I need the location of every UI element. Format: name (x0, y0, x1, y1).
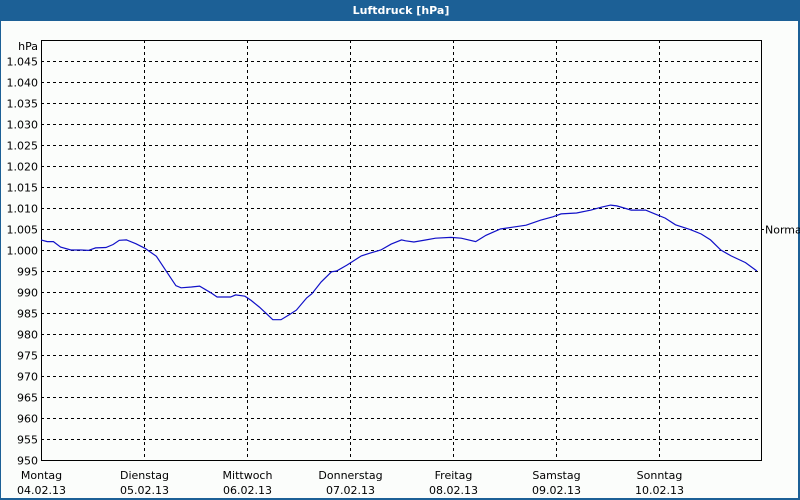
y-axis-unit: hPa (18, 40, 38, 53)
vertical-gridlines (144, 40, 660, 460)
x-tick-date: 08.02.13 (429, 484, 478, 497)
horizontal-gridlines (41, 61, 761, 440)
y-tick-label: 1.005 (7, 224, 39, 237)
y-tick-label: 995 (17, 266, 38, 279)
x-tick-day: Sonntag (637, 469, 683, 482)
x-tick-date: 05.02.13 (120, 484, 169, 497)
y-tick-label: 1.010 (7, 203, 39, 216)
y-tick-label: 980 (17, 329, 38, 342)
x-tick-date: 04.02.13 (17, 484, 66, 497)
x-axis-labels: Montag 04.02.13 Dienstag 05.02.13 Mittwoch 06… (17, 469, 684, 497)
y-tick-label: 1.040 (7, 77, 39, 90)
x-tick-day: Mittwoch (223, 469, 273, 482)
y-tick-label: 1.025 (7, 140, 39, 153)
y-tick-label: 1.035 (7, 98, 39, 111)
y-tick-label: 955 (17, 434, 38, 447)
chart-title: Luftdruck [hPa] (1, 0, 800, 21)
x-tick-day: Donnerstag (318, 469, 382, 482)
y-tick-label: 985 (17, 308, 38, 321)
x-tick-date: 10.02.13 (635, 484, 684, 497)
y-tick-label: 1.020 (7, 161, 39, 174)
y-tick-label: 950 (17, 455, 38, 468)
y-tick-label: 1.030 (7, 119, 39, 132)
normal-label: Normal (765, 224, 800, 237)
x-tick-day: Montag (21, 469, 62, 482)
x-tick-date: 09.02.13 (532, 484, 581, 497)
normal-reference: Normal (761, 224, 800, 237)
y-tick-label: 975 (17, 350, 38, 363)
y-tick-label: 1.045 (7, 56, 39, 69)
y-tick-label: 960 (17, 413, 38, 426)
y-tick-label: 970 (17, 371, 38, 384)
y-tick-label: 1.000 (7, 245, 39, 258)
x-tick-date: 06.02.13 (223, 484, 272, 497)
x-tick-day: Freitag (435, 469, 473, 482)
x-tick-date: 07.02.13 (326, 484, 375, 497)
y-tick-label: 1.015 (7, 182, 39, 195)
y-axis-labels: 950 955 960 965 970 975 980 985 990 995 1.000 1.005… (7, 56, 39, 468)
pressure-line (40, 204, 758, 321)
y-tick-label: 990 (17, 287, 38, 300)
x-tick-day: Dienstag (120, 469, 169, 482)
x-tick-day: Samstag (532, 469, 580, 482)
plot-frame (41, 40, 762, 461)
y-tick-label: 965 (17, 392, 38, 405)
